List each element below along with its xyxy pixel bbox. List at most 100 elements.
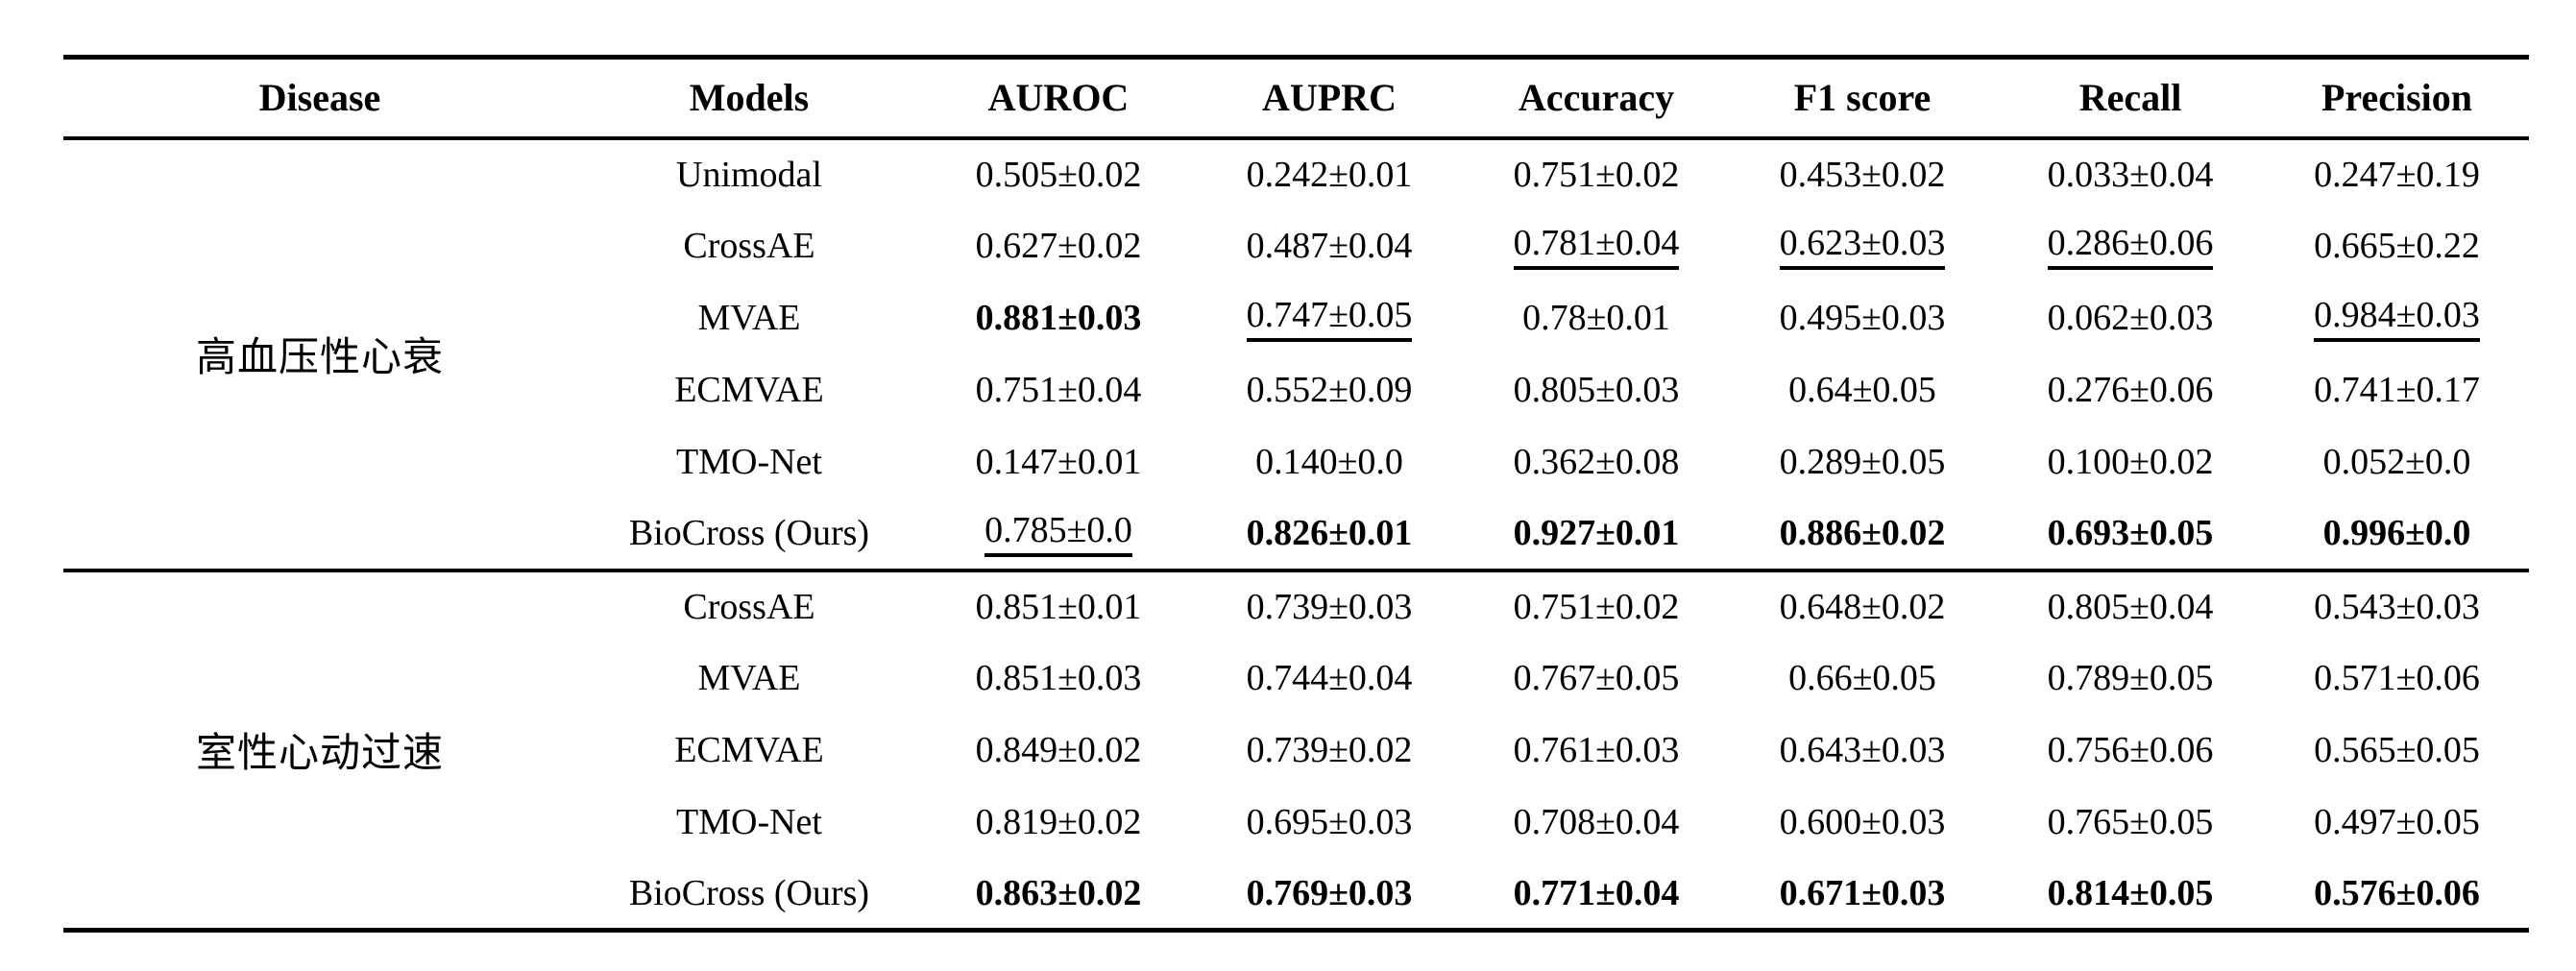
disease-cell: 室性心动过速 (195, 729, 444, 777)
metric-value: 0.543±0.03 (2314, 587, 2480, 627)
metric-value: 0.805±0.03 (1513, 370, 1680, 410)
metric-value: 0.769±0.03 (1246, 872, 1413, 913)
metric-value-cell: 0.756±0.06 (1996, 715, 2265, 787)
metric-value-cell: 0.543±0.03 (2265, 570, 2529, 643)
metric-value: 0.623±0.03 (1779, 223, 1946, 271)
metric-value: 0.247±0.19 (2314, 155, 2480, 195)
metric-value: 0.739±0.02 (1246, 730, 1413, 770)
metric-value-cell: 0.881±0.03 (922, 282, 1195, 354)
model-name-cell: ECMVAE (674, 370, 824, 410)
column-header-accuracy: Accuracy (1518, 76, 1675, 120)
metric-value-cell: 0.289±0.05 (1729, 426, 1996, 498)
metric-value: 0.881±0.03 (975, 298, 1142, 338)
metric-value-cell: 0.789±0.05 (1996, 643, 2265, 715)
metric-value: 0.751±0.02 (1513, 155, 1680, 195)
metric-value: 0.851±0.03 (975, 658, 1142, 698)
metric-value-cell: 0.739±0.03 (1195, 570, 1464, 643)
table-row: 室性心动过速 CrossAE 0.851±0.01 0.739±0.03 0.751±0… (63, 570, 2529, 776)
metric-value-cell: 0.062±0.03 (1996, 282, 2265, 354)
metric-value-cell: 0.849±0.02 (922, 715, 1195, 787)
metric-value-cell: 0.623±0.03 (1729, 210, 1996, 282)
metric-value: 0.785±0.0 (984, 510, 1132, 558)
metric-value-cell: 0.805±0.03 (1464, 354, 1729, 426)
metric-value: 0.665±0.22 (2314, 226, 2480, 266)
metric-value: 0.851±0.01 (975, 587, 1142, 627)
metric-value: 0.242±0.01 (1246, 155, 1413, 195)
model-name-cell: ECMVAE (674, 730, 824, 770)
metric-value-cell: 0.78±0.01 (1464, 282, 1729, 354)
column-header-auprc: AUPRC (1262, 76, 1397, 120)
metric-value: 0.648±0.02 (1779, 587, 1946, 627)
metric-value: 0.453±0.02 (1779, 155, 1946, 195)
table-row: 高血压性心衰 Unimodal 0.505±0.02 0.242±0.01 0.751±… (63, 138, 2529, 380)
metric-value-cell: 0.851±0.03 (922, 643, 1195, 715)
metric-value: 0.781±0.04 (1513, 223, 1680, 271)
metric-value-cell: 0.996±0.0 (2265, 498, 2529, 570)
metric-value: 0.805±0.04 (2047, 587, 2214, 627)
metric-value: 0.767±0.05 (1513, 658, 1680, 698)
metric-value-cell: 0.767±0.05 (1464, 643, 1729, 715)
metric-value-cell: 0.140±0.0 (1195, 426, 1464, 498)
metric-value-cell: 0.814±0.05 (1996, 859, 2265, 931)
metric-value: 0.147±0.01 (975, 442, 1142, 482)
metric-value-cell: 0.695±0.03 (1195, 787, 1464, 859)
header-row: Disease Models AUROC AUPRC Accuracy F1 s… (63, 58, 2529, 138)
metric-value-cell: 0.765±0.05 (1996, 787, 2265, 859)
metric-value: 0.100±0.02 (2047, 442, 2214, 482)
metric-value: 0.497±0.05 (2314, 802, 2480, 842)
metric-value-cell: 0.627±0.02 (922, 210, 1195, 282)
table-row: ECMVAE 0.849±0.02 0.739±0.02 0.761±0.03 0.64… (63, 715, 2529, 787)
metric-value: 0.751±0.02 (1513, 587, 1680, 627)
metric-value: 0.289±0.05 (1779, 442, 1946, 482)
results-table: Disease Models AUROC AUPRC Accuracy F1 s… (63, 55, 2529, 933)
metric-value-cell: 0.805±0.04 (1996, 570, 2265, 643)
metric-value: 0.814±0.05 (2047, 872, 2214, 913)
column-header-f1-score: F1 score (1793, 76, 1932, 120)
metric-value-cell: 0.497±0.05 (2265, 787, 2529, 859)
metric-value: 0.062±0.03 (2047, 298, 2214, 338)
metric-value-cell: 0.100±0.02 (1996, 426, 2265, 498)
metric-value-cell: 0.64±0.05 (1729, 354, 1996, 426)
model-name-cell: CrossAE (683, 226, 815, 266)
metric-value: 0.671±0.03 (1779, 872, 1946, 913)
metric-value-cell: 0.286±0.06 (1996, 210, 2265, 282)
model-name-cell: CrossAE (683, 587, 815, 627)
metric-value: 0.756±0.06 (2047, 730, 2214, 770)
metric-value: 0.362±0.08 (1513, 442, 1680, 482)
metric-value-cell: 0.362±0.08 (1464, 426, 1729, 498)
metric-value: 0.286±0.06 (2047, 223, 2214, 271)
metric-value-cell: 0.495±0.03 (1729, 282, 1996, 354)
table-row: BioCross (Ours) 0.863±0.02 0.769±0.03 0.771… (63, 859, 2529, 931)
table-row: TMO-Net 0.819±0.02 0.695±0.03 0.708±0.04 0.6… (63, 787, 2529, 859)
metric-value-cell: 0.033±0.04 (1996, 138, 2265, 210)
metric-value-cell: 0.693±0.05 (1996, 498, 2265, 570)
metric-value-cell: 0.741±0.17 (2265, 354, 2529, 426)
metric-value-cell: 0.671±0.03 (1729, 859, 1996, 931)
metric-value-cell: 0.771±0.04 (1464, 859, 1729, 931)
metric-value: 0.863±0.02 (975, 872, 1142, 913)
metric-value-cell: 0.747±0.05 (1195, 282, 1464, 354)
metric-value: 0.747±0.05 (1246, 295, 1413, 343)
table-row: ECMVAE 0.751±0.04 0.552±0.09 0.805±0.03 0.64… (63, 354, 2529, 426)
metric-value-cell: 0.744±0.04 (1195, 643, 1464, 715)
metric-value-cell: 0.147±0.01 (922, 426, 1195, 498)
metric-value: 0.052±0.0 (2322, 442, 2471, 482)
metric-value: 0.552±0.09 (1246, 370, 1413, 410)
metric-value: 0.849±0.02 (975, 730, 1142, 770)
metric-value: 0.765±0.05 (2047, 802, 2214, 842)
metric-value-cell: 0.600±0.03 (1729, 787, 1996, 859)
metric-value-cell: 0.487±0.04 (1195, 210, 1464, 282)
metric-value-cell: 0.863±0.02 (922, 859, 1195, 931)
disease-cell: 高血压性心衰 (195, 333, 444, 380)
metric-value-cell: 0.643±0.03 (1729, 715, 1996, 787)
metric-value: 0.739±0.03 (1246, 587, 1413, 627)
metric-value: 0.771±0.04 (1513, 872, 1680, 913)
metric-value-cell: 0.576±0.06 (2265, 859, 2529, 931)
metric-value-cell: 0.739±0.02 (1195, 715, 1464, 787)
table-row: MVAE 0.851±0.03 0.744±0.04 0.767±0.05 0.66±0… (63, 643, 2529, 715)
metric-value-cell: 0.505±0.02 (922, 138, 1195, 210)
model-name-cell: MVAE (697, 298, 801, 338)
table-row: MVAE 0.881±0.03 0.747±0.05 0.78±0.01 0.495±0… (63, 282, 2529, 354)
metric-value: 0.826±0.01 (1246, 513, 1413, 553)
